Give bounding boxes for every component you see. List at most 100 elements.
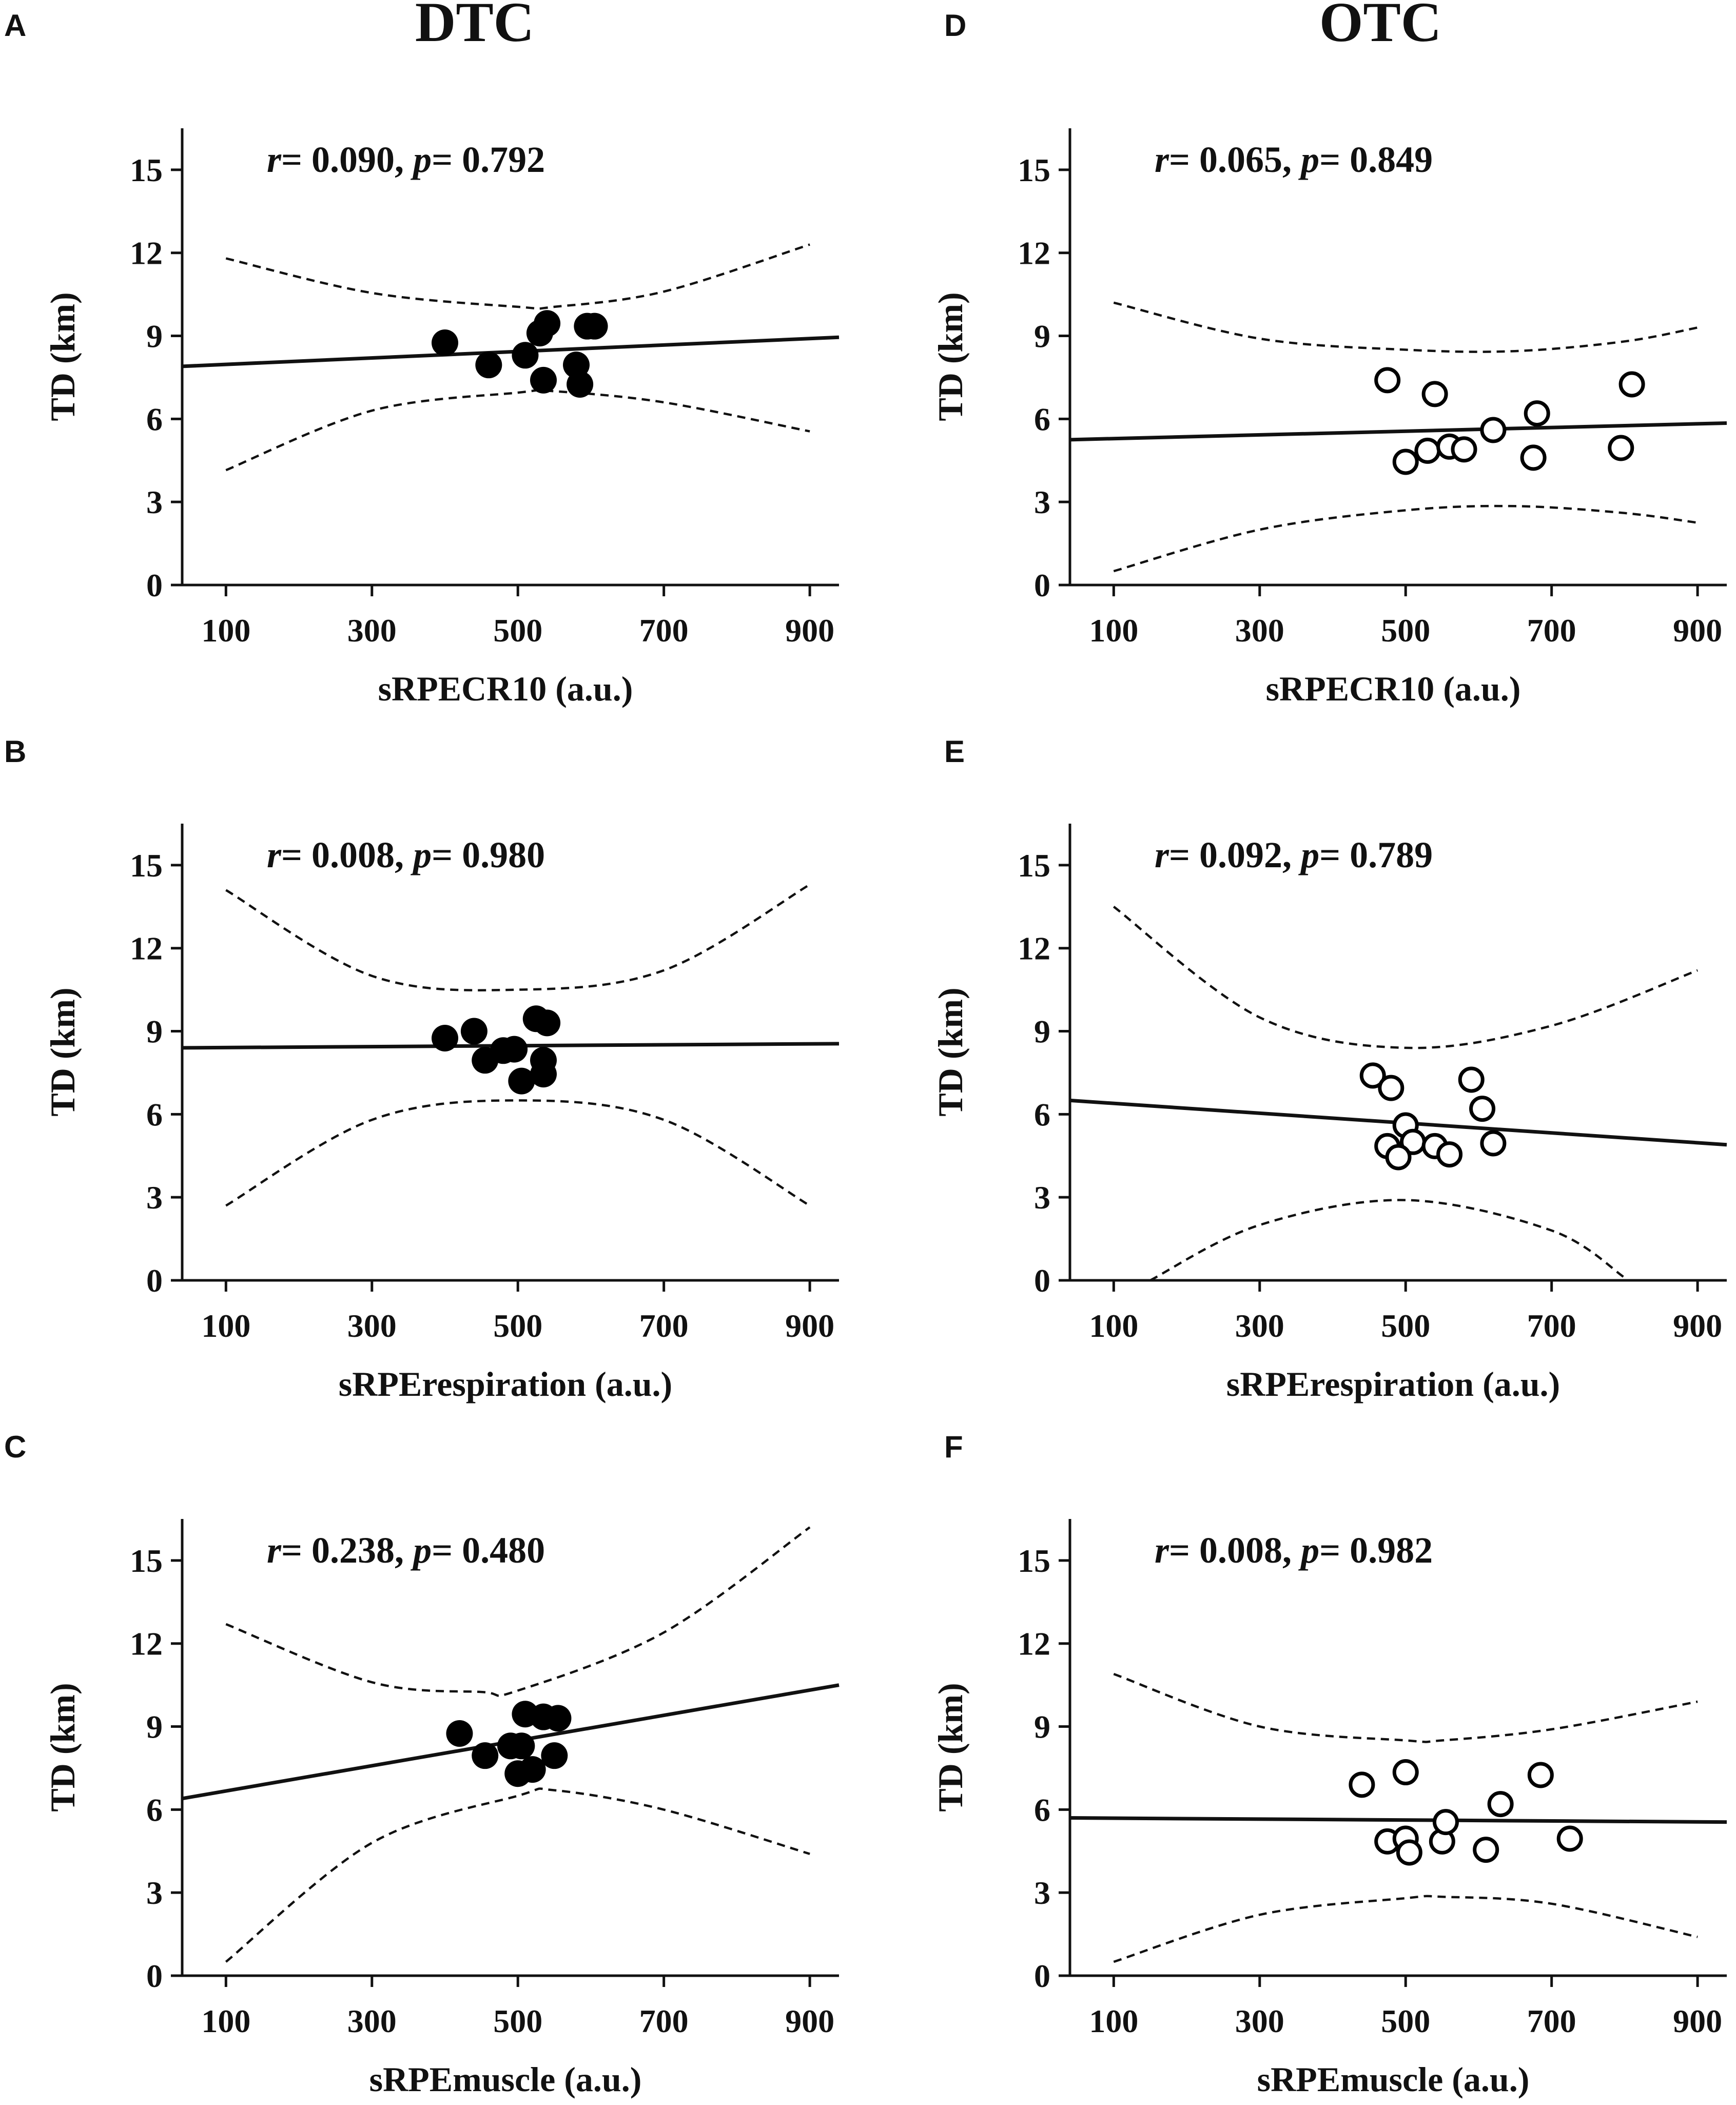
r-label: r [267,1530,282,1571]
data-point [1473,1837,1499,1863]
data-point [1349,1771,1375,1798]
x-tick-label: 900 [1673,2003,1722,2039]
r-value: = 0.238, [281,1530,413,1571]
x-axis-label: sRPErespiration (a.u.) [339,1365,672,1404]
y-tick-label: 15 [1018,1543,1050,1579]
x-tick-label: 700 [1527,2003,1576,2039]
y-tick-label: 12 [1018,235,1050,271]
r-label: r [1155,139,1169,180]
data-point [1520,444,1547,471]
y-tick-label: 15 [1018,152,1050,188]
data-point [1374,367,1401,394]
x-tick-label: 700 [1527,1308,1576,1344]
y-axis-label: TD (km) [43,292,82,421]
x-tick-label: 300 [347,1308,397,1344]
y-tick-label: 9 [1034,1013,1050,1050]
panel-d: D 0 3 6 9 12 15 100 300 500 700 900 sRPECR10 (a.u.) T… [931,8,1727,708]
p-value: = 0.849 [1319,139,1433,180]
y-tick-label: 9 [146,1709,163,1745]
p-label: p [1298,139,1319,180]
correlation-stats: r= 0.065, p= 0.849 [1155,139,1433,180]
y-tick-label: 6 [1034,401,1050,437]
ci-upper-band [1113,906,1698,1049]
regression-line [182,335,840,368]
data-point [1385,1144,1412,1171]
x-tick-label: 700 [1527,612,1576,649]
p-label: p [410,139,432,180]
x-tick-label: 100 [1089,612,1138,649]
y-axis-label: TD (km) [43,1683,82,1811]
ci-upper-band [1113,1672,1698,1743]
x-tick-label: 500 [493,1308,542,1344]
data-point [534,310,561,337]
x-tick-label: 900 [1673,612,1722,649]
r-value: = 0.065, [1169,139,1301,180]
panel-e: E 0 3 6 9 12 15 100 300 500 700 900 sRPErespiration … [931,734,1727,1404]
y-tick-label: 3 [146,1179,163,1216]
data-point [1414,437,1441,464]
r-label: r [1155,1530,1169,1571]
r-label: r [1155,834,1169,875]
data-point [432,329,458,357]
data-point [1458,1066,1485,1093]
y-tick-label: 3 [1034,1179,1050,1216]
y-tick-label: 6 [146,1791,163,1828]
regression-line [1069,1816,1727,1824]
r-label: r [267,834,282,875]
y-tick-label: 3 [1034,484,1050,520]
y-tick-label: 15 [130,1543,163,1579]
x-tick-label: 500 [1381,2003,1430,2039]
y-tick-label: 0 [146,567,163,603]
y-tick-label: 12 [1018,1626,1050,1662]
x-tick-label: 100 [1089,1308,1138,1344]
x-tick-label: 100 [201,612,250,649]
column-title-dtc: DTC [415,0,534,53]
data-point [1527,1762,1554,1788]
y-tick-label: 0 [146,1262,163,1299]
correlation-stats: r= 0.008, p= 0.982 [1155,1530,1433,1571]
correlation-stats: r= 0.008, p= 0.980 [267,834,545,875]
data-point [541,1742,568,1769]
y-tick-label: 6 [146,401,163,437]
panel-letter: D [944,8,966,43]
panel-letter: A [4,8,26,43]
data-point [1392,449,1419,475]
panel-a: A 0 3 6 9 12 15 100 300 500 700 900 sRPECR10 (a.u.) T… [4,8,840,708]
y-tick-label: 6 [146,1096,163,1133]
x-axis-label: sRPEmuscle (a.u.) [1257,2060,1530,2099]
data-point [446,1720,473,1747]
ci-upper-band [1113,301,1698,353]
data-point [581,313,608,340]
y-tick-label: 0 [146,1958,163,1994]
r-value: = 0.008, [1169,1530,1301,1571]
data-point [1480,417,1507,443]
p-value: = 0.789 [1319,834,1433,875]
x-tick-label: 900 [785,1308,834,1344]
p-label: p [410,1530,432,1571]
y-tick-label: 15 [130,152,163,188]
panel-c: C 0 3 6 9 12 15 100 300 500 700 900 sRPEmuscle (a.u.… [4,1430,840,2099]
y-tick-label: 12 [130,235,163,271]
panel-letter: C [4,1430,26,1464]
data-point [534,1009,561,1037]
r-value: = 0.008, [281,834,413,875]
y-tick-label: 6 [1034,1096,1050,1133]
x-tick-label: 100 [201,1308,250,1344]
y-tick-label: 12 [130,930,163,967]
ci-lower-band [1149,1199,1626,1282]
data-point [1618,371,1645,398]
y-tick-label: 15 [1018,847,1050,884]
data-point [460,1018,487,1045]
p-value: = 0.982 [1319,1530,1433,1571]
x-tick-label: 500 [493,612,542,649]
y-tick-label: 3 [146,484,163,520]
y-tick-label: 6 [1034,1791,1050,1828]
data-point [508,1067,535,1095]
data-point [1432,1809,1459,1836]
p-label: p [1298,1530,1319,1571]
r-label: r [267,139,282,180]
x-tick-label: 500 [493,2003,542,2039]
data-point [1451,436,1477,463]
